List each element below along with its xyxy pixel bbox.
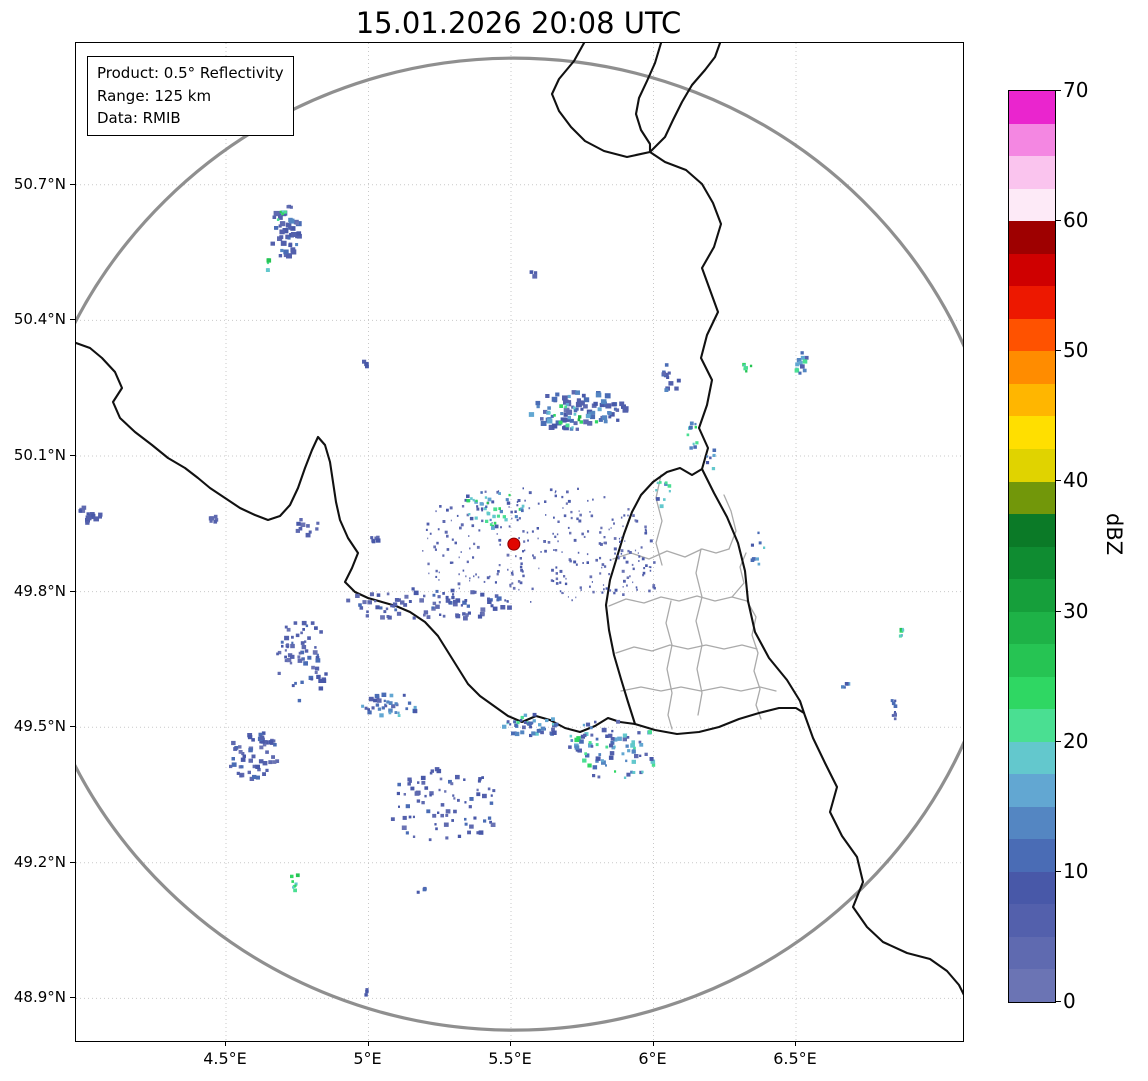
- colorbar-tick-mark: [1056, 740, 1061, 742]
- colorbar-tick-mark: [1056, 870, 1061, 872]
- country-borders: [76, 43, 963, 996]
- info-box: Product: 0.5° Reflectivity Range: 125 km…: [87, 56, 294, 136]
- y-tick-label: 50.7°N: [13, 174, 66, 193]
- y-tick-label: 49.2°N: [13, 852, 66, 871]
- colorbar-tick-mark: [1056, 90, 1061, 91]
- colorbar-tick-label: 60: [1063, 208, 1089, 233]
- y-tick-mark: [70, 861, 75, 863]
- colorbar-tick-mark: [1056, 1001, 1061, 1002]
- y-tick-mark: [70, 590, 75, 592]
- range-ring: [76, 56, 963, 1032]
- colorbar-tick-label: 40: [1063, 468, 1089, 493]
- x-tick-mark: [652, 1041, 654, 1046]
- colorbar-tick-label: 10: [1063, 858, 1089, 883]
- colorbar-tick-mark: [1056, 350, 1061, 352]
- radar-site-marker: [507, 537, 521, 551]
- colorbar-tick-label: 0: [1063, 989, 1076, 1013]
- plot-area: Product: 0.5° Reflectivity Range: 125 km…: [75, 42, 964, 1042]
- x-tick-mark: [225, 1041, 226, 1046]
- y-tick-mark: [70, 319, 75, 321]
- colorbar: [1008, 90, 1056, 1003]
- radar-map-canvas: [76, 43, 963, 1041]
- info-range: Range: 125 km: [97, 86, 212, 105]
- y-tick-mark: [70, 997, 75, 999]
- y-tick-label: 50.1°N: [13, 446, 66, 464]
- x-tick-label: 5°E: [353, 1049, 382, 1068]
- colorbar-unit-label: dBZ: [1102, 513, 1126, 556]
- colorbar-tick-label: 70: [1063, 78, 1089, 102]
- colorbar-tick-mark: [1056, 220, 1061, 222]
- y-tick-label: 48.9°N: [13, 988, 66, 1007]
- colorbar-tick-label: 20: [1063, 728, 1089, 753]
- colorbar-tick-label: 30: [1063, 598, 1089, 623]
- colorbar-tick-mark: [1056, 610, 1061, 612]
- y-tick-label: 49.5°N: [13, 717, 66, 736]
- x-tick-label: 5.5°E: [488, 1049, 532, 1068]
- x-tick-label: 6°E: [638, 1049, 667, 1068]
- info-product: Product: 0.5° Reflectivity: [97, 64, 284, 82]
- x-tick-mark: [510, 1041, 511, 1046]
- plot-title: 15.01.2026 20:08 UTC: [355, 6, 682, 40]
- info-data-source: Data: RMIB: [97, 109, 181, 127]
- y-tick-mark: [70, 455, 75, 456]
- x-tick-label: 6.5°E: [773, 1049, 817, 1068]
- colorbar-tick-mark: [1056, 480, 1061, 482]
- echo-layer: [78, 204, 905, 997]
- y-tick-mark: [70, 726, 75, 728]
- district-borders: [608, 474, 777, 730]
- colorbar-tick-label: 50: [1063, 338, 1089, 363]
- y-tick-label: 49.8°N: [13, 581, 66, 600]
- y-tick-label: 50.4°N: [13, 310, 66, 329]
- x-tick-mark: [367, 1041, 369, 1046]
- y-tick-mark: [70, 183, 75, 185]
- x-tick-mark: [795, 1041, 796, 1046]
- x-tick-label: 4.5°E: [203, 1049, 247, 1068]
